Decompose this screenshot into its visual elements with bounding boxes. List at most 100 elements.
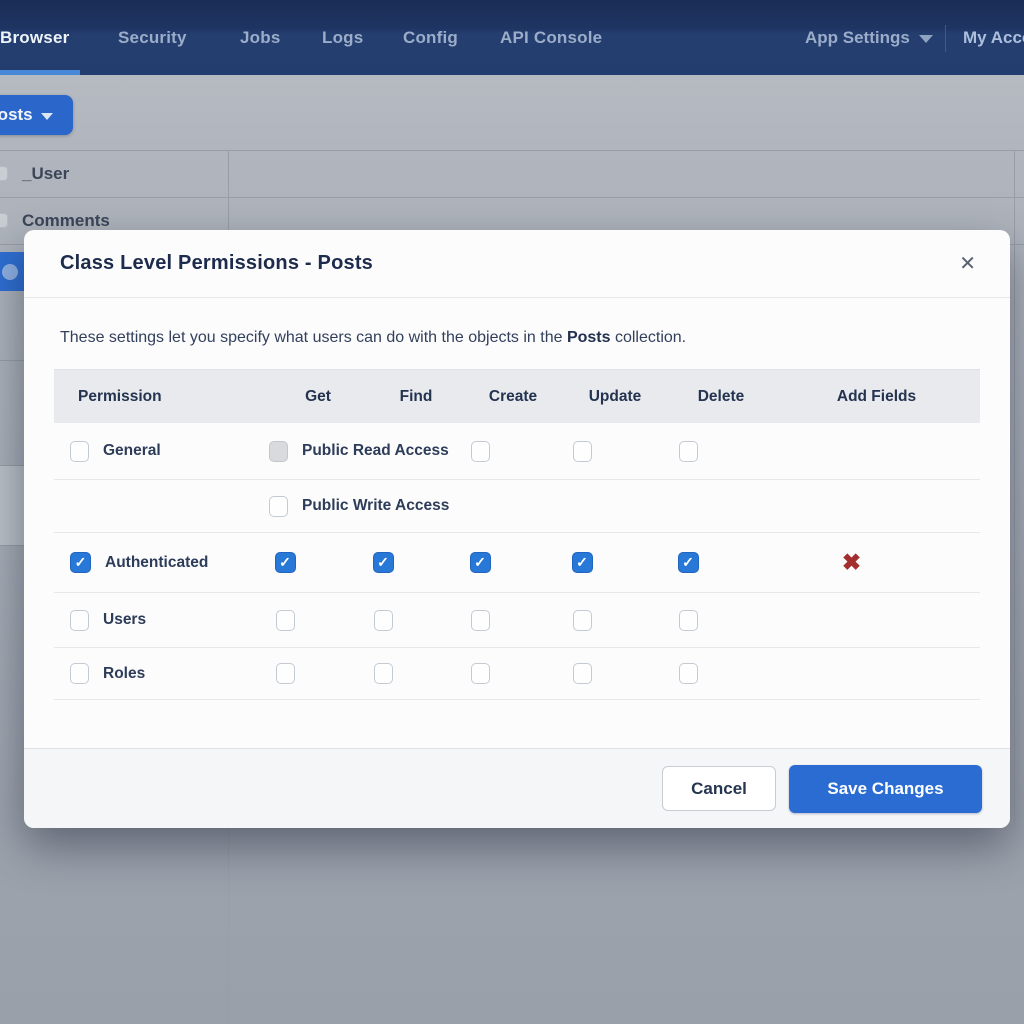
class-icon xyxy=(2,263,18,280)
check-icon: ✓ xyxy=(576,554,588,570)
general-delete-checkbox[interactable] xyxy=(678,440,698,462)
modal-description: These settings let you specify what user… xyxy=(60,329,974,347)
nav-divider xyxy=(945,25,946,52)
users-update-checkbox[interactable] xyxy=(572,609,592,631)
table-row-authenticated: ✓ Authenticated ✓ ✓ ✓ ✓ ✓ ✖ xyxy=(54,533,980,593)
users-get-checkbox[interactable] xyxy=(275,609,295,631)
add-fields-denied-icon: ✖ xyxy=(841,549,862,575)
tab-browser[interactable]: Browser xyxy=(0,0,69,75)
class-icon xyxy=(0,166,8,181)
header-add-fields: Add Fields xyxy=(836,387,917,405)
sidebar-item-comments[interactable]: Comments xyxy=(0,197,110,244)
top-nav-bar: Browser Security Jobs Logs Config API Co… xyxy=(0,0,1024,75)
header-update: Update xyxy=(588,387,642,405)
tab-label: API Console xyxy=(500,27,603,47)
users-create-checkbox[interactable] xyxy=(470,609,490,631)
app-settings-menu[interactable]: App Settings xyxy=(805,0,933,75)
users-checkbox[interactable] xyxy=(70,609,89,631)
tab-jobs[interactable]: Jobs xyxy=(240,0,280,75)
check-icon: ✓ xyxy=(682,554,694,570)
modal-title: Class Level Permissions - Posts xyxy=(60,252,374,274)
clp-modal: Class Level Permissions - Posts ✕ These … xyxy=(24,230,1010,828)
sidebar-item-label: _User xyxy=(22,163,70,183)
description-collection-name: Posts xyxy=(566,329,611,346)
public-write-access-label: Public Write Access xyxy=(302,497,450,514)
table-row-roles: Roles xyxy=(54,648,980,700)
tab-config[interactable]: Config xyxy=(403,0,458,75)
my-account-menu[interactable]: My Account xyxy=(963,0,1024,75)
bg-row-highlight xyxy=(0,465,24,545)
bg-column-divider xyxy=(1014,150,1015,830)
authenticated-find-checkbox[interactable]: ✓ xyxy=(372,552,394,573)
row-label: Users xyxy=(103,611,147,628)
bg-row-divider xyxy=(0,197,1024,198)
general-checkbox[interactable] xyxy=(70,440,89,462)
tab-label: Jobs xyxy=(240,27,281,47)
class-selector-button[interactable]: Posts xyxy=(0,95,73,135)
public-read-access-label: Public Read Access xyxy=(302,442,449,459)
tab-label: Config xyxy=(403,27,459,47)
check-icon: ✓ xyxy=(474,554,486,570)
description-text: collection. xyxy=(610,329,687,346)
authenticated-checkbox[interactable]: ✓ xyxy=(70,552,91,573)
sidebar-item-label: Comments xyxy=(22,210,110,230)
close-icon[interactable]: ✕ xyxy=(959,252,976,275)
row-label: Roles xyxy=(103,664,146,682)
authenticated-create-checkbox[interactable]: ✓ xyxy=(469,552,491,573)
cancel-button[interactable]: Cancel xyxy=(662,766,776,811)
header-delete: Delete xyxy=(697,387,745,405)
tab-security[interactable]: Security xyxy=(118,0,187,75)
bg-row-divider xyxy=(0,545,24,546)
roles-update-checkbox[interactable] xyxy=(572,663,592,684)
table-row-public-write: Public Write Access xyxy=(54,480,980,533)
table-header-row: Permission Get Find Create Update Delete… xyxy=(54,369,980,423)
header-permission: Permission xyxy=(78,387,162,405)
authenticated-update-checkbox[interactable]: ✓ xyxy=(571,552,593,573)
public-read-access-checkbox[interactable] xyxy=(269,440,288,462)
sidebar-item-user[interactable]: _User xyxy=(0,150,69,197)
row-label: General xyxy=(103,442,161,459)
check-icon: ✓ xyxy=(377,554,389,570)
tab-label: Logs xyxy=(322,27,364,47)
table-row-users: Users xyxy=(54,593,980,648)
save-changes-button[interactable]: Save Changes xyxy=(789,764,982,813)
check-icon: ✓ xyxy=(279,554,291,570)
general-update-checkbox[interactable] xyxy=(572,440,592,462)
general-create-checkbox[interactable] xyxy=(470,440,490,462)
users-find-checkbox[interactable] xyxy=(373,609,393,631)
tab-api-console[interactable]: API Console xyxy=(500,0,602,75)
roles-find-checkbox[interactable] xyxy=(373,663,393,684)
authenticated-get-checkbox[interactable]: ✓ xyxy=(274,552,296,573)
modal-footer: Cancel Save Changes xyxy=(24,748,1010,828)
users-delete-checkbox[interactable] xyxy=(678,609,698,631)
public-write-access-checkbox[interactable] xyxy=(269,495,288,517)
roles-get-checkbox[interactable] xyxy=(275,663,295,684)
tab-label: Security xyxy=(118,27,187,47)
permissions-table: Permission Get Find Create Update Delete… xyxy=(54,369,980,700)
check-icon: ✓ xyxy=(74,554,87,570)
authenticated-delete-checkbox[interactable]: ✓ xyxy=(677,552,699,573)
my-account-label: My Account xyxy=(963,27,1024,47)
header-find: Find xyxy=(399,387,433,405)
bg-row-divider xyxy=(0,150,1024,151)
roles-create-checkbox[interactable] xyxy=(470,663,490,684)
app-settings-label: App Settings xyxy=(805,27,910,47)
modal-header: Class Level Permissions - Posts ✕ xyxy=(24,230,1010,298)
bg-row-divider xyxy=(0,465,24,466)
class-icon xyxy=(0,213,8,228)
header-get: Get xyxy=(305,387,331,405)
class-selector-label: Posts xyxy=(0,105,33,124)
tab-logs[interactable]: Logs xyxy=(322,0,363,75)
roles-delete-checkbox[interactable] xyxy=(678,663,698,684)
description-text: These settings let you specify what user… xyxy=(60,329,567,346)
roles-checkbox[interactable] xyxy=(70,663,89,684)
table-row-general: General Public Read Access xyxy=(54,423,980,480)
caret-down-icon xyxy=(918,34,933,43)
row-label: Authenticated xyxy=(105,553,209,571)
header-create: Create xyxy=(488,387,538,405)
tab-label: Browser xyxy=(0,27,70,47)
active-tab-indicator xyxy=(0,70,80,75)
bg-row-divider xyxy=(0,360,24,361)
caret-down-icon xyxy=(40,112,53,120)
